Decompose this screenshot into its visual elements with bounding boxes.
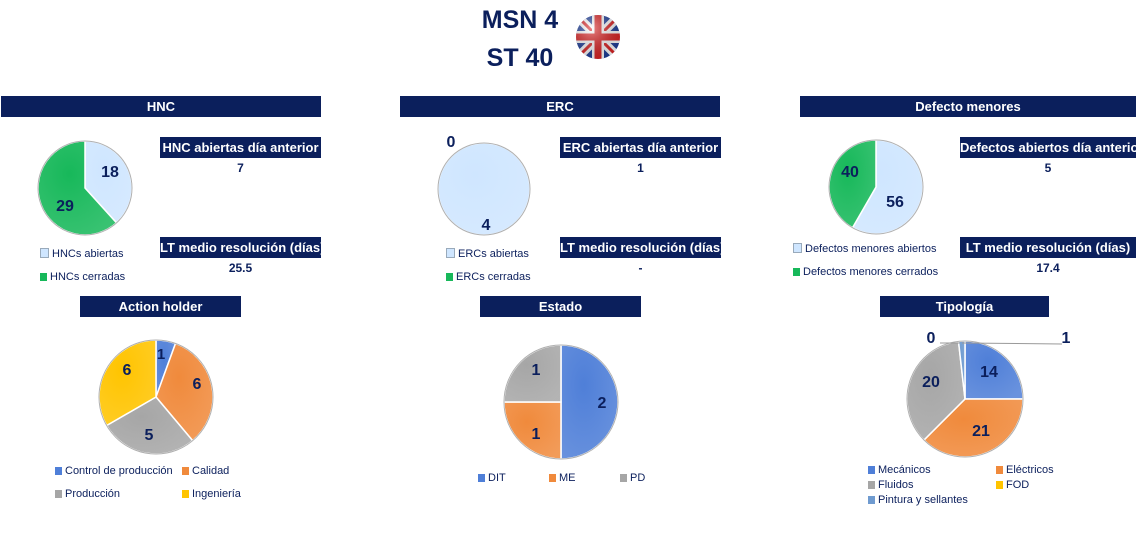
erc-pie-chart xyxy=(437,142,531,236)
defectos-open-value: 56 xyxy=(886,194,904,211)
hnc-header: HNC xyxy=(1,96,321,117)
erc-open-prev-day-value: 1 xyxy=(637,161,644,175)
legend-item: HNCs abiertas xyxy=(40,248,124,260)
erc-header: ERC xyxy=(400,96,720,117)
defectos-closed-value: 40 xyxy=(841,164,859,181)
msn-title: MSN 4 xyxy=(481,6,559,34)
legend-item: Ingeniería xyxy=(182,488,241,500)
erc-open-prev-day-label: ERC abiertas día anterior xyxy=(560,137,721,158)
legend-item: ME xyxy=(549,472,576,484)
legend-item: Pintura y sellantes xyxy=(868,494,968,506)
erc-closed-value: 0 xyxy=(446,134,456,151)
ah-control-value: 1 xyxy=(156,346,166,363)
hnc-open-prev-day-value: 7 xyxy=(237,161,244,175)
hnc-open-value: 18 xyxy=(101,164,119,181)
tip-electricos-value: 21 xyxy=(972,423,990,440)
legend-item: Eléctricos xyxy=(996,464,1054,476)
defectos-open-prev-day-label: Defectos abiertos día anterior xyxy=(960,137,1136,158)
pie-outline xyxy=(37,140,133,236)
hnc-lt-label: LT medio resolución (días) xyxy=(160,237,321,258)
defectos-lt-value: 17.4 xyxy=(1036,261,1060,275)
st-title: ST 40 xyxy=(486,44,554,72)
estado-pd-value: 1 xyxy=(531,362,541,379)
erc-lt-label: LT medio resolución (días) xyxy=(560,237,721,258)
legend-item: Mecánicos xyxy=(868,464,931,476)
legend-item: Control de producción xyxy=(55,465,173,477)
estado-pie-chart xyxy=(503,344,619,460)
ah-ingenieria-value: 6 xyxy=(122,362,132,379)
legend-item: ERCs cerradas xyxy=(446,271,531,283)
legend-item: Producción xyxy=(55,488,120,500)
action-holder-pie-chart xyxy=(98,339,214,455)
ah-calidad-value: 6 xyxy=(192,376,202,393)
tip-mecanicos-value: 14 xyxy=(980,364,998,381)
legend-item: PD xyxy=(620,472,645,484)
pie-outline xyxy=(98,339,214,455)
ah-produccion-value: 5 xyxy=(144,427,154,444)
tip-pintura-value: 1 xyxy=(1061,330,1071,347)
uk-flag-icon xyxy=(576,15,620,59)
estado-me-value: 1 xyxy=(531,426,541,443)
hnc-open-prev-day-label: HNC abiertas día anterior xyxy=(160,137,321,158)
legend-item: FOD xyxy=(996,479,1029,491)
legend-item: ERCs abiertas xyxy=(446,248,529,260)
hnc-pie-chart xyxy=(37,140,133,236)
tipologia-pie-chart xyxy=(906,340,1024,458)
estado-header: Estado xyxy=(480,296,641,317)
defectos-header: Defecto menores xyxy=(800,96,1136,117)
defectos-open-prev-day-value: 5 xyxy=(1044,161,1052,175)
pie-outline xyxy=(437,142,531,236)
pie-outline xyxy=(828,139,924,235)
legend-item: HNCs cerradas xyxy=(40,271,125,283)
hnc-closed-value: 29 xyxy=(56,198,74,215)
action-holder-header: Action holder xyxy=(80,296,241,317)
legend-item: Calidad xyxy=(182,465,229,477)
legend-item: Defectos menores cerrados xyxy=(793,266,938,278)
legend-item: DIT xyxy=(478,472,506,484)
tip-fluidos-value: 20 xyxy=(922,374,940,391)
hnc-lt-value: 25.5 xyxy=(228,261,253,275)
legend-item: Defectos menores abiertos xyxy=(793,243,936,255)
pie-outline xyxy=(503,344,619,460)
defectos-lt-label: LT medio resolución (días) xyxy=(960,237,1136,258)
erc-lt-value: - xyxy=(638,261,643,275)
legend-item: Fluidos xyxy=(868,479,913,491)
erc-open-value: 4 xyxy=(481,217,491,234)
tipologia-header: Tipología xyxy=(880,296,1049,317)
pie-outline xyxy=(906,340,1024,458)
defectos-pie-chart xyxy=(828,139,924,235)
tip-fod-value: 0 xyxy=(926,330,936,347)
estado-dit-value: 2 xyxy=(597,395,607,412)
